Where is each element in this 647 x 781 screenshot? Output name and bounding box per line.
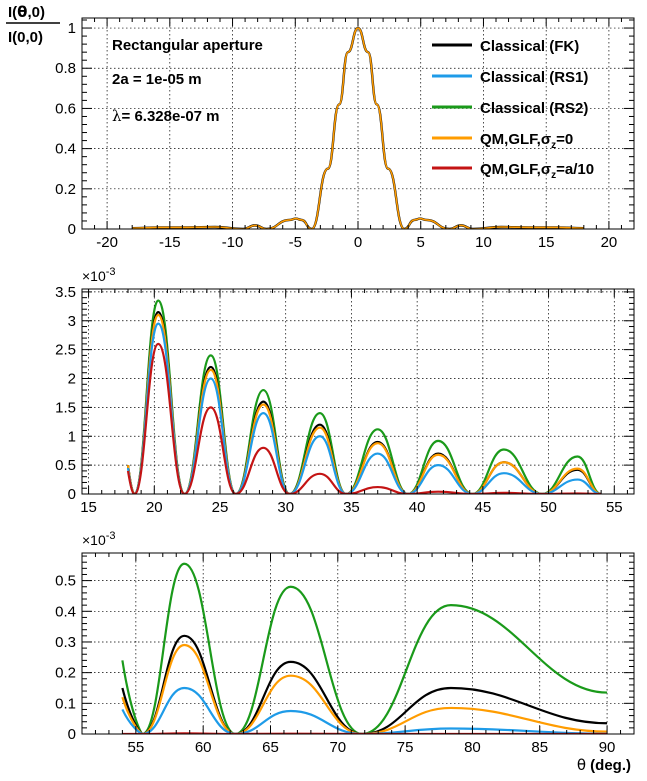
x-tick-label: 50 <box>540 499 557 516</box>
y-tick-label: 1.5 <box>55 399 76 416</box>
legend-label-rs2: Classical (RS2) <box>480 100 588 117</box>
y-tick-label: 0.4 <box>55 141 76 158</box>
annotation-width: 2a = 1e-05 m <box>112 71 202 88</box>
x-tick-label: 55 <box>606 499 623 516</box>
y-tick-label: 2 <box>68 371 76 388</box>
plot-frame <box>81 288 635 495</box>
x-tick-label: 90 <box>599 739 616 756</box>
x-tick-label: 85 <box>531 739 548 756</box>
legend-label-rs1: Classical (RS1) <box>480 69 588 86</box>
x-tick-label: 25 <box>212 499 229 516</box>
legend-label-qm-a10: QM,GLF,σz=a/10 <box>480 161 594 181</box>
annotation-wavelength: λ= 6.328e-07 m <box>112 107 220 125</box>
y-tick-label: 0 <box>68 726 76 743</box>
x-tick-label: 35 <box>343 499 360 516</box>
x-tick-label: 70 <box>329 739 346 756</box>
y-tick-label: 2.5 <box>55 342 76 359</box>
x-tick-label: 0 <box>354 234 362 251</box>
y-multiplier: ×10-3 <box>82 530 116 548</box>
y-label-denominator: I(0,0) <box>8 29 43 46</box>
plot-frame <box>81 552 635 735</box>
y-tick-label: 0 <box>68 486 76 503</box>
legend-label-qm0: QM,GLF,σz=0 <box>480 131 573 151</box>
series-line <box>121 562 608 734</box>
y-label-numerator: I(θ,0) <box>8 3 45 21</box>
x-tick-label: 15 <box>80 499 97 516</box>
y-tick-label: 0.6 <box>55 100 76 117</box>
y-tick-label: 0 <box>68 221 76 238</box>
series-line <box>126 342 602 494</box>
series-line <box>121 686 608 734</box>
y-tick-label: 1 <box>68 428 76 445</box>
y-multiplier: ×10-3 <box>82 266 116 284</box>
x-tick-label: -20 <box>96 234 118 251</box>
annotation-block: Rectangular aperture 2a = 1e-05 m λ= 6.3… <box>112 37 263 125</box>
y-tick-label: 3 <box>68 313 76 330</box>
x-axis-title: θ (deg.) <box>577 756 631 774</box>
x-tick-label: 65 <box>262 739 279 756</box>
x-tick-label: 80 <box>464 739 481 756</box>
x-tick-label: 60 <box>195 739 212 756</box>
x-tick-label: -15 <box>159 234 181 251</box>
y-tick-label: 0.2 <box>55 665 76 682</box>
y-tick-label: 0.1 <box>55 695 76 712</box>
panel-top: -20 -15 -10 -5 0 5 10 15 20 0 0.2 0.4 0.6 0.8 1 <box>55 17 635 251</box>
y-tick-label: 0.3 <box>55 634 76 651</box>
y-tick-label: 0.4 <box>55 603 76 620</box>
annotation-title: Rectangular aperture <box>112 37 263 54</box>
x-tick-label: -5 <box>289 234 302 251</box>
x-tick-label: 10 <box>475 234 492 251</box>
x-tick-label: 55 <box>128 739 145 756</box>
y-tick-label: 0.5 <box>55 457 76 474</box>
x-tick-label: 5 <box>417 234 425 251</box>
y-tick-label: 0.8 <box>55 60 76 77</box>
legend: Classical (FK) Classical (RS1) Classical… <box>432 38 594 181</box>
y-tick-label: 0.5 <box>55 573 76 590</box>
panel-middle: 15 20 25 30 35 40 45 50 55 0 0.5 1 1.5 2 2.5 3 3.5 ×10-3 <box>55 266 635 516</box>
x-tick-label: 45 <box>475 499 492 516</box>
x-tick-label: 40 <box>409 499 426 516</box>
x-tick-label: 20 <box>601 234 618 251</box>
x-tick-label: -10 <box>222 234 244 251</box>
y-axis-label: I(θ,0) I(0,0) <box>6 3 60 46</box>
y-tick-label: 0.2 <box>55 181 76 198</box>
y-tick-label: 3.5 <box>55 284 76 301</box>
x-tick-label: 30 <box>277 499 294 516</box>
x-tick-label: 15 <box>538 234 555 251</box>
legend-label-fk: Classical (FK) <box>480 38 579 55</box>
x-tick-label: 75 <box>397 739 414 756</box>
series-line <box>121 643 608 734</box>
series-line <box>132 27 584 229</box>
y-tick-label: 1 <box>68 20 76 37</box>
x-tick-label: 20 <box>146 499 163 516</box>
panel-bottom: 55 60 65 70 75 80 85 90 0 0.1 0.2 0.3 0.4 0.5 ×10-3 <box>55 530 635 756</box>
